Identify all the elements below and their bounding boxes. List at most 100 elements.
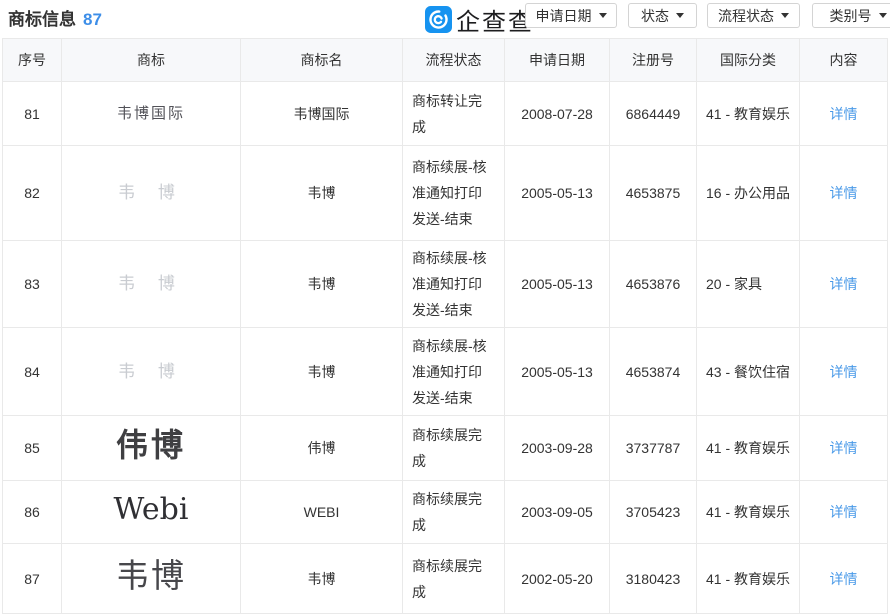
column-header-mark: 商标 [61, 38, 241, 82]
table-header-row: 序号 商标 商标名 流程状态 申请日期 注册号 国际分类 内容 [2, 38, 888, 82]
filter-label: 类别号 [829, 7, 872, 24]
detail-cell: 详情 [799, 543, 888, 614]
column-header-name: 商标名 [240, 38, 403, 82]
detail-link[interactable]: 详情 [829, 105, 858, 122]
intl-classification: 41 - 教育娱乐 [696, 480, 800, 544]
detail-cell: 详情 [799, 145, 888, 241]
trademark-name: 韦博 [240, 543, 403, 614]
chevron-down-icon [598, 13, 607, 18]
detail-cell: 详情 [799, 327, 888, 416]
apply-date: 2005-05-13 [504, 240, 610, 328]
table-row: 83 韦 博 韦博 商标续展-核准通知打印发送-结束 2005-05-13 46… [2, 240, 888, 328]
qichacha-logo: 企查查 [425, 2, 534, 37]
process-status: 商标续展-核准通知打印发送-结束 [402, 145, 505, 241]
filter-apply-date-dropdown[interactable]: 申请日期 [525, 3, 617, 28]
intl-classification: 43 - 餐饮住宿 [696, 327, 800, 416]
row-seq: 85 [2, 415, 62, 481]
table-row: 86 Webi WEBI 商标续展完成 2003-09-05 3705423 4… [2, 480, 888, 544]
apply-date: 2002-05-20 [504, 543, 610, 614]
detail-link[interactable]: 详情 [829, 363, 858, 380]
process-status: 商标续展-核准通知打印发送-结束 [402, 327, 505, 416]
detail-cell: 详情 [799, 415, 888, 481]
row-seq: 82 [2, 145, 62, 241]
column-header-status: 流程状态 [402, 38, 505, 82]
filter-process-status-dropdown[interactable]: 流程状态 [707, 3, 800, 28]
apply-date: 2003-09-05 [504, 480, 610, 544]
trademark-image: Webi [113, 492, 189, 527]
qichacha-logo-text: 企查查 [456, 9, 534, 36]
trademark-image: 韦 博 [118, 274, 184, 293]
row-seq: 86 [2, 480, 62, 544]
registration-number: 3737787 [609, 415, 697, 481]
trademark-table: 序号 商标 商标名 流程状态 申请日期 注册号 国际分类 内容 81 韦博国际 … [2, 38, 888, 614]
intl-classification: 20 - 家具 [696, 240, 800, 328]
detail-link[interactable]: 详情 [829, 185, 858, 201]
column-header-class: 国际分类 [696, 38, 800, 82]
process-status: 商标转让完成 [402, 81, 505, 146]
trademark-name: 韦博国际 [240, 81, 403, 146]
apply-date: 2005-05-13 [504, 327, 610, 416]
column-header-seq: 序号 [2, 38, 62, 82]
intl-classification: 16 - 办公用品 [696, 145, 800, 241]
trademark-image: 韦 博 [118, 361, 184, 381]
page-title-text: 商标信息 [8, 10, 76, 29]
trademark-image: 韦博 [116, 556, 186, 594]
registration-number: 4653875 [609, 145, 697, 241]
intl-classification: 41 - 教育娱乐 [696, 543, 800, 614]
registration-number: 4653876 [609, 240, 697, 328]
process-status: 商标续展完成 [402, 543, 505, 614]
trademark-image-cell: 伟博 [61, 415, 241, 481]
intl-classification: 41 - 教育娱乐 [696, 415, 800, 481]
apply-date: 2008-07-28 [504, 81, 610, 146]
trademark-image-cell: 韦 博 [61, 145, 241, 241]
table-row: 82 韦 博 韦博 商标续展-核准通知打印发送-结束 2005-05-13 46… [2, 145, 888, 241]
filter-label: 状态 [641, 7, 669, 24]
trademark-name: 韦博 [240, 327, 403, 416]
chevron-down-icon [878, 13, 887, 18]
trademark-image-cell: 韦博国际 [61, 81, 241, 146]
filter-label: 流程状态 [718, 7, 774, 24]
trademark-name: WEBI [240, 480, 403, 544]
trademark-count: 87 [83, 10, 102, 29]
trademark-image: 伟博 [115, 426, 186, 464]
registration-number: 4653874 [609, 327, 697, 416]
filter-status-dropdown[interactable]: 状态 [628, 3, 697, 28]
trademark-image: 韦 博 [118, 183, 184, 202]
row-seq: 84 [2, 327, 62, 416]
detail-cell: 详情 [799, 480, 888, 544]
process-status: 商标续展-核准通知打印发送-结束 [402, 240, 505, 328]
trademark-image-cell: 韦 博 [61, 240, 241, 328]
detail-link[interactable]: 详情 [829, 276, 858, 292]
table-row: 84 韦 博 韦博 商标续展-核准通知打印发送-结束 2005-05-13 46… [2, 327, 888, 416]
apply-date: 2005-05-13 [504, 145, 610, 241]
qichacha-logo-icon [425, 6, 452, 33]
trademark-name: 韦博 [240, 145, 403, 241]
process-status: 商标续展完成 [402, 480, 505, 544]
detail-cell: 详情 [799, 240, 888, 328]
registration-number: 3180423 [609, 543, 697, 614]
chevron-down-icon [781, 13, 789, 18]
trademark-image-cell: 韦博 [61, 543, 241, 614]
registration-number: 3705423 [609, 480, 697, 544]
column-header-date: 申请日期 [504, 38, 610, 82]
chevron-down-icon [676, 13, 684, 18]
row-seq: 87 [2, 543, 62, 614]
trademark-image-cell: Webi [61, 480, 241, 544]
table-row: 85 伟博 伟博 商标续展完成 2003-09-28 3737787 41 - … [2, 415, 888, 481]
column-header-reg: 注册号 [609, 38, 697, 82]
page-title: 商标信息 87 [8, 5, 102, 30]
detail-link[interactable]: 详情 [829, 570, 858, 587]
filter-label: 申请日期 [535, 7, 592, 24]
trademark-image-cell: 韦 博 [61, 327, 241, 416]
detail-link[interactable]: 详情 [829, 504, 858, 520]
trademark-name: 伟博 [240, 415, 403, 481]
filter-class-number-dropdown[interactable]: 类别号 [812, 3, 890, 28]
trademark-image: 韦博国际 [116, 105, 185, 122]
intl-classification: 41 - 教育娱乐 [696, 81, 800, 146]
registration-number: 6864449 [609, 81, 697, 146]
detail-link[interactable]: 详情 [829, 440, 858, 456]
column-header-detail: 内容 [799, 38, 888, 82]
process-status: 商标续展完成 [402, 415, 505, 481]
row-seq: 81 [2, 81, 62, 146]
table-row: 87 韦博 韦博 商标续展完成 2002-05-20 3180423 41 - … [2, 543, 888, 614]
